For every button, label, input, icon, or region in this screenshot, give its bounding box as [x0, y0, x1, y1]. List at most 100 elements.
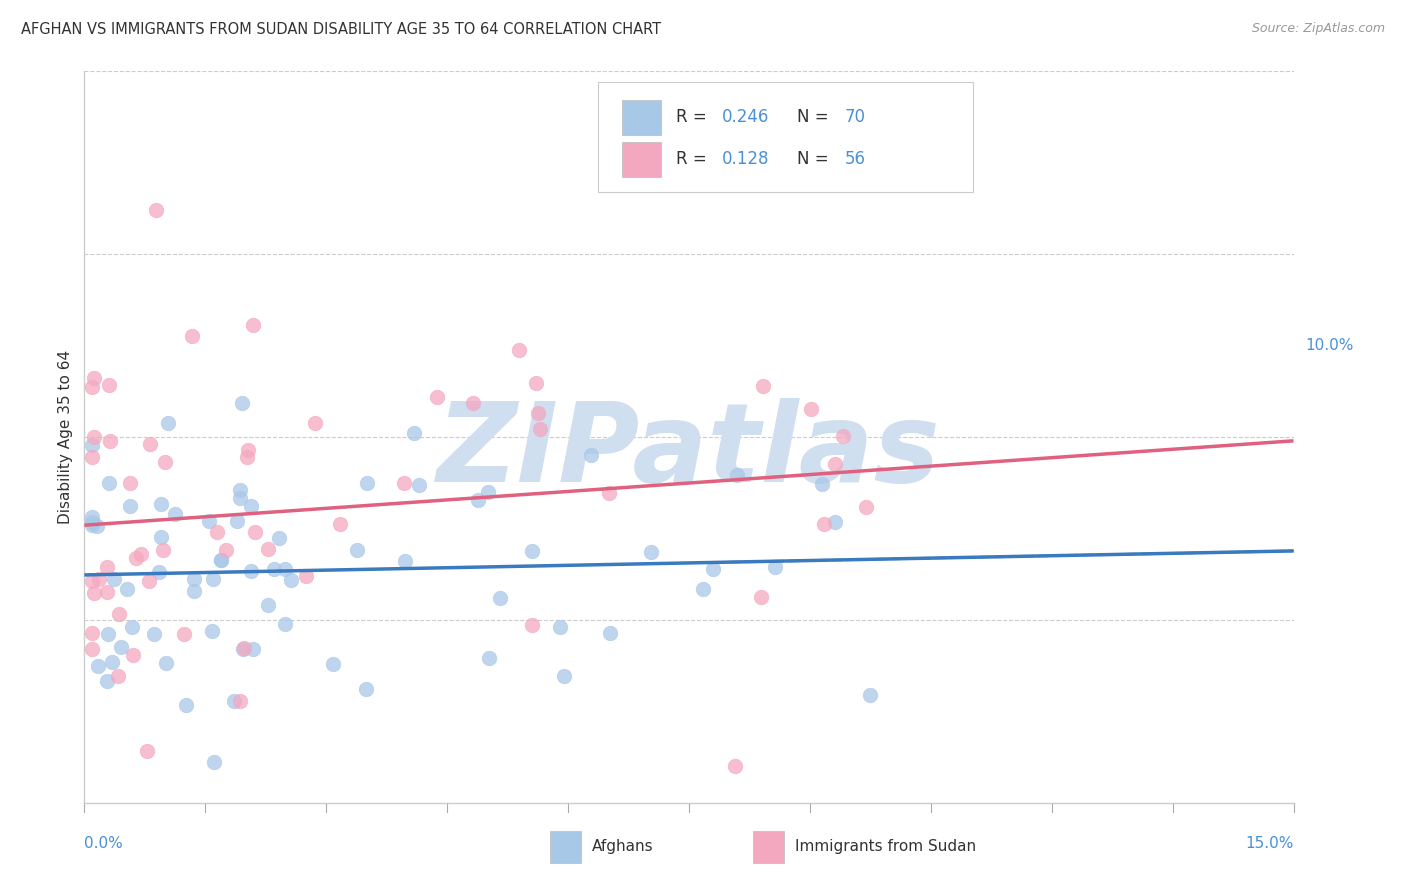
Point	[173, 627, 195, 641]
Point	[83, 430, 105, 444]
Point	[183, 572, 205, 586]
Point	[87, 659, 110, 673]
Point	[257, 599, 280, 613]
Point	[461, 395, 484, 409]
Point	[138, 574, 160, 588]
Point	[402, 426, 425, 441]
Point	[103, 572, 125, 586]
Point	[640, 545, 662, 559]
Point	[329, 516, 352, 531]
Point	[122, 648, 145, 662]
Point	[228, 491, 250, 505]
Point	[263, 562, 285, 576]
Text: 10.0%: 10.0%	[1306, 338, 1354, 353]
Point	[120, 500, 142, 514]
Text: 15.0%: 15.0%	[1246, 836, 1294, 851]
Text: AFGHAN VS IMMIGRANTS FROM SUDAN DISABILITY AGE 35 TO 64 CORRELATION CHART: AFGHAN VS IMMIGRANTS FROM SUDAN DISABILI…	[21, 22, 661, 37]
Bar	[623, 142, 661, 177]
Point	[725, 467, 748, 482]
Point	[692, 582, 714, 597]
Point	[107, 607, 129, 621]
Point	[96, 559, 118, 574]
Point	[240, 499, 263, 513]
Point	[149, 497, 172, 511]
Point	[209, 553, 232, 567]
Point	[488, 591, 510, 605]
Text: N =: N =	[797, 109, 834, 127]
Point	[394, 554, 416, 568]
Point	[83, 371, 105, 385]
Point	[101, 655, 124, 669]
Point	[238, 443, 260, 458]
Point	[599, 626, 621, 640]
Point	[82, 450, 104, 464]
Point	[269, 531, 291, 545]
Text: 56: 56	[845, 150, 866, 168]
Point	[145, 202, 167, 217]
Point	[197, 514, 219, 528]
Point	[117, 582, 139, 596]
Point	[800, 401, 823, 416]
Point	[149, 530, 172, 544]
Text: 0.128: 0.128	[721, 150, 769, 168]
Bar	[623, 100, 661, 135]
Point	[257, 541, 280, 556]
Point	[824, 457, 846, 471]
Point	[82, 515, 104, 529]
Point	[548, 620, 571, 634]
Point	[527, 406, 550, 420]
Point	[553, 669, 575, 683]
Point	[143, 627, 166, 641]
Point	[89, 572, 111, 586]
Point	[215, 542, 238, 557]
Point	[295, 569, 318, 583]
Point	[202, 756, 225, 770]
Point	[155, 656, 177, 670]
Point	[274, 616, 297, 631]
Point	[232, 642, 254, 657]
Point	[346, 542, 368, 557]
Point	[153, 455, 176, 469]
Point	[181, 328, 204, 343]
Point	[209, 553, 232, 567]
Point	[859, 688, 882, 702]
Point	[242, 641, 264, 656]
Point	[581, 448, 603, 462]
Point	[82, 510, 104, 524]
Point	[235, 450, 257, 464]
Point	[96, 674, 118, 689]
Point	[477, 484, 499, 499]
Point	[239, 564, 262, 578]
Point	[82, 437, 104, 451]
Point	[129, 547, 152, 561]
Y-axis label: Disability Age 35 to 64: Disability Age 35 to 64	[58, 350, 73, 524]
Bar	[754, 830, 785, 863]
Point	[157, 416, 180, 430]
Point	[280, 574, 302, 588]
Point	[811, 476, 834, 491]
Text: 0.246: 0.246	[721, 109, 769, 127]
Point	[529, 422, 551, 436]
Text: Immigrants from Sudan: Immigrants from Sudan	[796, 839, 977, 855]
Point	[467, 492, 489, 507]
Point	[124, 550, 146, 565]
Point	[174, 698, 197, 712]
Point	[824, 515, 846, 529]
Point	[274, 562, 297, 576]
Text: Afghans: Afghans	[592, 839, 654, 855]
Point	[598, 486, 620, 500]
Point	[524, 376, 547, 390]
Point	[426, 390, 449, 404]
Text: R =: R =	[676, 150, 711, 168]
Point	[752, 379, 775, 393]
Point	[855, 500, 877, 514]
Point	[520, 543, 543, 558]
Point	[356, 681, 378, 696]
Point	[110, 640, 132, 655]
Point	[522, 617, 544, 632]
Point	[233, 640, 256, 655]
Point	[222, 694, 245, 708]
Point	[107, 669, 129, 683]
Text: ZIPatlas: ZIPatlas	[437, 398, 941, 505]
Bar	[550, 830, 581, 863]
